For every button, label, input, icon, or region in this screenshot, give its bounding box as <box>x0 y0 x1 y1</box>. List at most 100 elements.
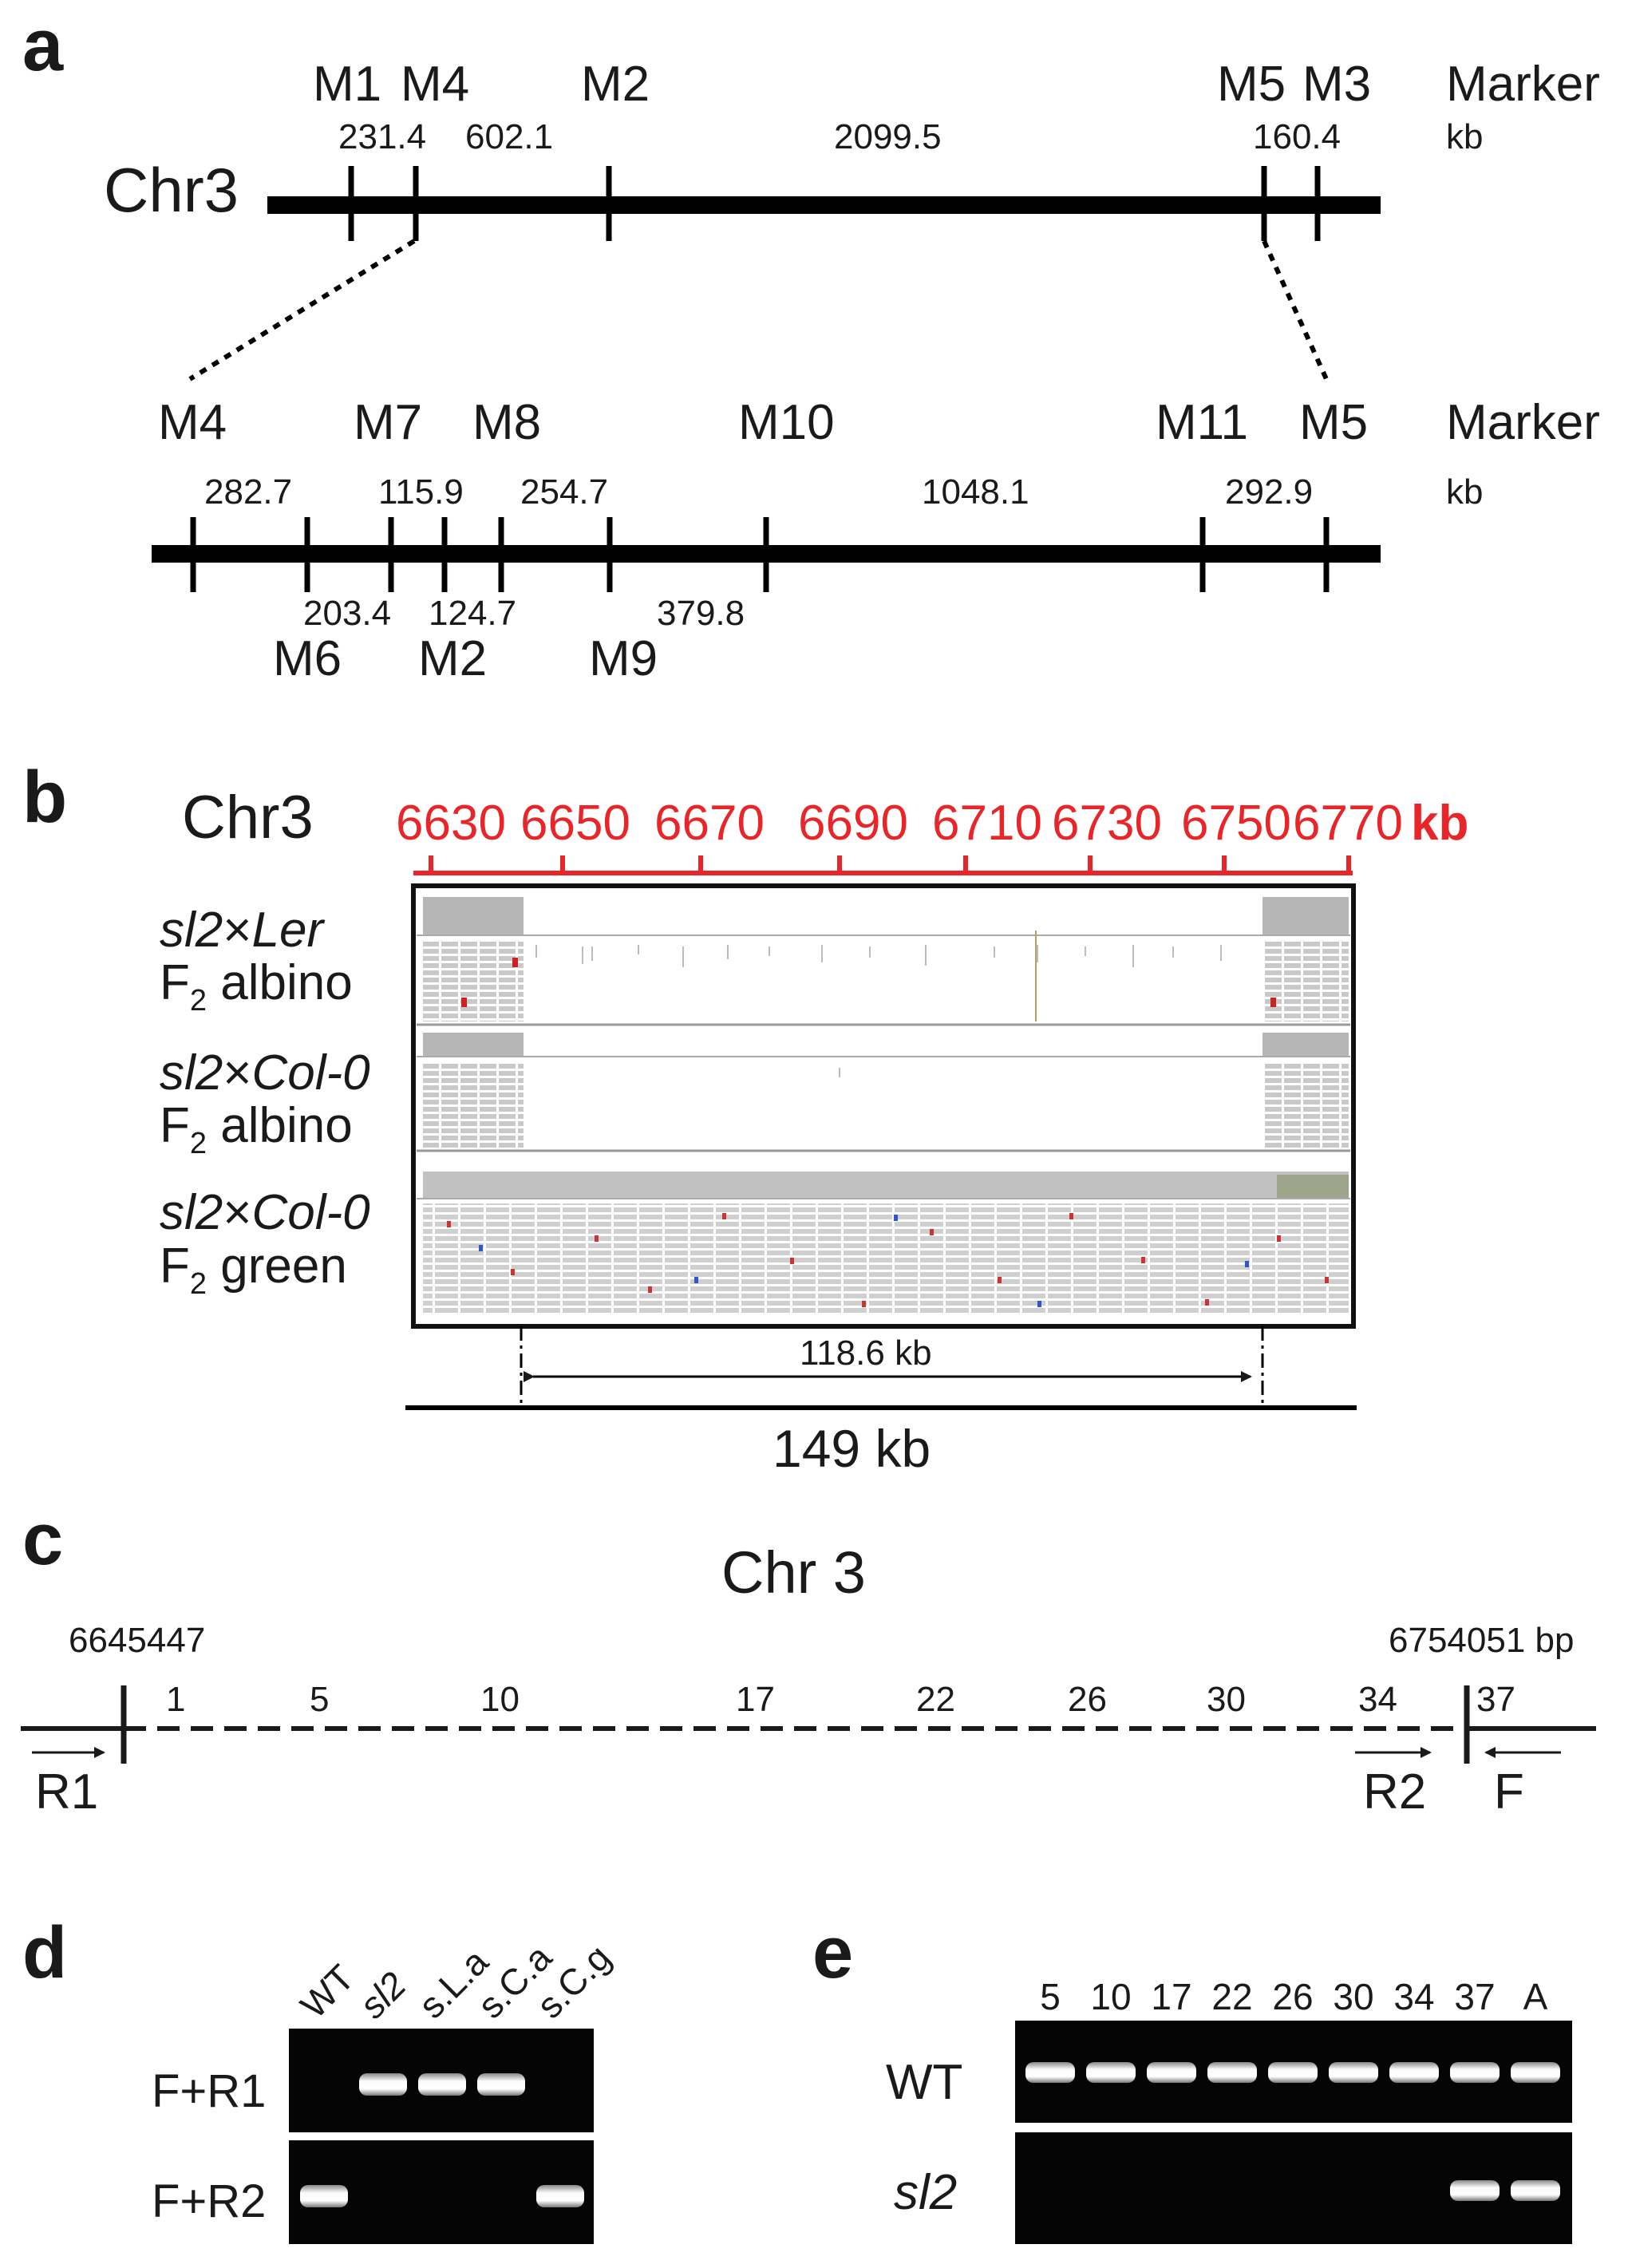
bottom-marker-m5: M5 <box>1299 395 1368 450</box>
gel-band <box>1268 2062 1318 2083</box>
track-label-3: sl2×Col-0 F2 green <box>160 1185 370 1301</box>
bottom-dist-upper-1: 282.7 <box>204 472 292 512</box>
svg-text:sl2×Ler: sl2×Ler <box>160 903 325 958</box>
generation: F <box>160 955 190 1010</box>
generation: F <box>160 1098 190 1153</box>
bottom-marker-m11: M11 <box>1156 395 1248 450</box>
top-marker-m4: M4 <box>401 57 469 112</box>
gel-e-row-label-1: WT <box>886 2055 962 2110</box>
gel-band <box>1025 2062 1075 2083</box>
gel-d-row-label-1: F+R1 <box>152 2065 266 2117</box>
chromosome-bar-top <box>267 196 1381 214</box>
bottom-dist-upper-5: 292.9 <box>1225 472 1313 512</box>
zoom-line-left <box>188 239 416 381</box>
gel-band <box>536 2185 584 2207</box>
gel-e-lane-label: 26 <box>1272 1976 1313 2017</box>
primer-r1-label: R1 <box>35 1764 98 1820</box>
marker-heading-bottom: Marker <box>1446 395 1600 450</box>
svg-text:F2 albino: F2 albino <box>160 1098 353 1160</box>
chr-label-c: Chr 3 <box>721 1539 866 1606</box>
strain-col0: Col-0 <box>251 1045 369 1100</box>
bottom-dist-lower-3: 379.8 <box>657 594 745 633</box>
gel-d-lane-label: sl2 <box>351 1964 413 2026</box>
svg-text:sl2×Col-0: sl2×Col-0 <box>160 1185 370 1240</box>
gel-band <box>477 2073 525 2096</box>
track-label-1: sl2×Ler F2 albino <box>160 903 353 1017</box>
panel-e: e 5 10 17 22 26 30 34 37 A WT sl2 <box>812 1912 1572 2244</box>
gel-band <box>1511 2180 1560 2201</box>
genome-browser-view <box>411 883 1356 1329</box>
bottom-marker-m9: M9 <box>589 631 658 686</box>
gel-e-lane-label: 30 <box>1333 1976 1373 2017</box>
primer-r2-label: R2 <box>1363 1764 1426 1820</box>
cross-symbol: × <box>223 903 251 958</box>
gene-number: 37 <box>1476 1680 1515 1719</box>
gel-band <box>300 2185 348 2207</box>
gene-number: 1 <box>166 1680 185 1719</box>
scale-tick-label: 6690 <box>798 796 908 851</box>
left-position: 6645447 <box>69 1621 205 1660</box>
bottom-dist-upper-3: 254.7 <box>520 472 608 512</box>
gene-number: 17 <box>736 1680 775 1719</box>
right-position: 6754051 bp <box>1389 1621 1574 1660</box>
gel-e-lane-label: 37 <box>1454 1976 1495 2017</box>
inner-span-label: 118.6 kb <box>800 1334 932 1373</box>
kb-heading-top: kb <box>1446 117 1483 156</box>
chr-label-b: Chr3 <box>182 784 314 851</box>
gel-band <box>418 2073 466 2096</box>
gel-band <box>1450 2180 1500 2201</box>
bottom-dist-lower-2: 124.7 <box>429 594 516 633</box>
kb-scale-ticks <box>429 855 1351 873</box>
bottom-marker-m6: M6 <box>273 631 342 686</box>
top-marker-m1: M1 <box>313 57 381 112</box>
scale-tick-label: 6710 <box>932 796 1042 851</box>
scale-tick-label: 6630 <box>396 796 506 851</box>
bottom-marker-m8: M8 <box>472 395 541 450</box>
track-label-2: sl2×Col-0 F2 albino <box>160 1045 370 1160</box>
gel-band <box>1389 2062 1439 2083</box>
gene-numbers: 1 5 10 17 22 26 30 34 37 <box>166 1680 1515 1719</box>
scale-tick-label: 6770 <box>1293 796 1403 851</box>
panel-b: b Chr3 6630 6650 6670 6690 6710 6730 675… <box>22 757 1468 1478</box>
phenotype: green <box>207 1239 347 1294</box>
generation-sub: 2 <box>190 984 207 1017</box>
gel-e-lane-label: 10 <box>1090 1976 1131 2017</box>
kb-scale-labels: 6630 6650 6670 6690 6710 6730 6750 6770 … <box>396 796 1468 851</box>
strain-sl2: sl2 <box>160 1185 223 1240</box>
panel-a: a M1 M4 M2 M5 M3 Marker 231.4 602.1 2099… <box>22 5 1600 686</box>
gel-e-row-label-2: sl2 <box>894 2165 957 2220</box>
svg-text:F2 albino: F2 albino <box>160 955 353 1017</box>
gel-band <box>359 2073 407 2096</box>
zoom-line-right <box>1262 239 1329 381</box>
top-dist-4: 160.4 <box>1253 117 1341 156</box>
gel-band <box>1329 2062 1378 2083</box>
strain-ler: Ler <box>251 903 325 958</box>
bottom-marker-m10: M10 <box>738 395 835 450</box>
phenotype: albino <box>207 1098 353 1153</box>
panel-label-a: a <box>22 5 64 86</box>
gene-number: 34 <box>1358 1680 1397 1719</box>
top-dist-1: 231.4 <box>338 117 426 156</box>
top-dist-3: 2099.5 <box>834 117 942 156</box>
strain-sl2: sl2 <box>160 1045 223 1100</box>
generation: F <box>160 1239 190 1294</box>
panel-c: c Chr 3 6645447 6754051 bp 1 5 10 17 22 … <box>21 1499 1596 1820</box>
gene-number: 10 <box>480 1680 520 1719</box>
gel-e-bands <box>1025 2062 1560 2201</box>
gel-e-lane-label: 34 <box>1393 1976 1434 2017</box>
gel-e-lane-label: 22 <box>1211 1976 1252 2017</box>
gene-number: 22 <box>916 1680 955 1719</box>
scale-tick-label: 6650 <box>520 796 630 851</box>
top-dist-2: 602.1 <box>465 117 553 156</box>
bottom-marker-m2: M2 <box>418 631 487 686</box>
gene-number: 30 <box>1207 1680 1246 1719</box>
bottom-dist-upper-2: 115.9 <box>378 472 464 512</box>
cross-symbol: × <box>223 1185 251 1240</box>
mismatch-marks-blue <box>479 1215 1249 1307</box>
scale-tick-label: 6730 <box>1052 796 1162 851</box>
gel-d-bands <box>300 2073 584 2207</box>
panel-label-d: d <box>22 1912 67 1993</box>
panel-label-e: e <box>812 1912 853 1993</box>
